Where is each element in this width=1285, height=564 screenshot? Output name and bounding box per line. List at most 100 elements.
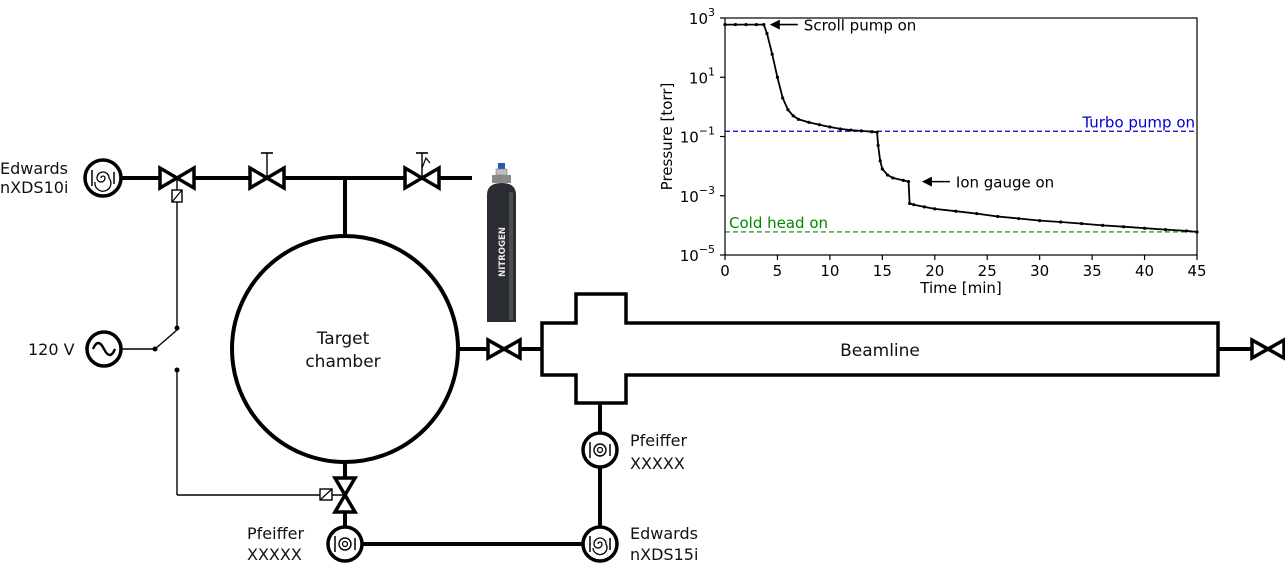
series-point [870, 130, 874, 134]
edwards-top-model-label: nXDS10i [0, 178, 68, 197]
series-point [775, 75, 780, 79]
edwards-nxds15i-pump[interactable] [581, 525, 619, 563]
pfeiffer-turbo-pump-beamline[interactable] [581, 431, 619, 469]
series-point [765, 31, 769, 36]
series-point [885, 173, 890, 177]
y-axis-label: Pressure [torr] [658, 83, 676, 191]
series-point [922, 205, 926, 209]
series-point [1163, 228, 1168, 232]
series-point [1059, 220, 1063, 224]
series-line [725, 23, 1198, 233]
solenoid-valve-bottom[interactable] [319, 476, 359, 514]
series-point [817, 123, 822, 127]
series-point [875, 130, 879, 134]
series-point [733, 22, 738, 27]
end-valve-beamline[interactable] [1250, 337, 1285, 361]
x-tick-label: 45 [1187, 262, 1206, 280]
series-point [876, 143, 880, 148]
series-point [1101, 223, 1105, 227]
series-point [891, 176, 895, 180]
edwards-bottom-model-label: nXDS15i [630, 545, 698, 564]
pressure-chart: Turbo pump on Cold head on 0 5 10 15 20 25 30 35… [658, 6, 1207, 297]
pfeiffer-bottom-model-label: XXXXX [247, 545, 302, 564]
series-point [770, 52, 774, 56]
series-point [744, 22, 748, 27]
y-tick-label: 10−1 [680, 125, 715, 147]
annotation-arrow-head [921, 176, 932, 187]
series-point [1080, 221, 1084, 226]
series-point [996, 214, 1000, 219]
beamline-pipe[interactable] [540, 292, 1220, 405]
series-point [906, 180, 911, 184]
series-point [762, 22, 766, 27]
x-tick-label: 15 [873, 262, 892, 280]
x-tick-label: 25 [978, 262, 997, 280]
switch-lever [154, 329, 178, 350]
scroll-pump-icon [83, 158, 123, 198]
series-point [880, 167, 884, 171]
x-tick-label: 30 [1030, 262, 1049, 280]
edwards-nxds10i-pump[interactable] [83, 158, 123, 198]
scroll-pump-icon [581, 525, 619, 563]
annotation-arrow-head [769, 19, 780, 30]
chart-reference-lines: Turbo pump on Cold head on [725, 113, 1197, 233]
turbo-pump-icon [326, 525, 364, 563]
series-point [754, 22, 759, 27]
series-points [723, 22, 1199, 234]
x-tick-label: 5 [773, 262, 783, 280]
series-point [781, 96, 785, 100]
x-tick-label: 35 [1083, 262, 1102, 280]
gate-valve-beamline[interactable] [486, 337, 522, 361]
y-axis-ticks: 103 101 10−1 10−3 10−5 [680, 6, 725, 265]
reference-line-label: Turbo pump on [1081, 113, 1195, 131]
series-point [908, 201, 912, 206]
edwards-bottom-name-label: Edwards [630, 524, 698, 543]
series-point [859, 129, 863, 133]
nitrogen-cylinder[interactable]: NITROGEN [487, 163, 516, 322]
y-tick-label: 10−5 [680, 243, 715, 265]
manual-valve-middle[interactable] [248, 152, 286, 192]
control-wiring [122, 202, 320, 496]
turbo-pump-icon [581, 431, 619, 469]
pfeiffer-mid-model-label: XXXXX [630, 454, 685, 473]
switch-contact-top [174, 325, 180, 331]
solenoid-valve-top[interactable] [158, 164, 196, 203]
chart-annotations: Scroll pump on Ion gauge on [769, 17, 1054, 192]
x-tick-label: 10 [820, 262, 839, 280]
beamline-label: Beamline [840, 341, 920, 361]
y-tick-label: 103 [689, 6, 715, 28]
switch-pivot [152, 346, 158, 352]
target-chamber[interactable] [230, 234, 460, 464]
pfeiffer-bottom-name-label: Pfeiffer [247, 524, 304, 543]
y-tick-label: 101 [689, 65, 715, 87]
series-point [849, 128, 853, 132]
x-tick-label: 0 [720, 262, 730, 280]
ac-power-supply[interactable] [85, 330, 123, 368]
series-point [807, 120, 811, 124]
series-point [838, 127, 842, 131]
ac-wave-icon [91, 341, 117, 357]
series-point [975, 211, 979, 216]
target-chamber-label-line1: Target [316, 329, 370, 349]
x-axis-ticks: 0 5 10 15 20 25 30 35 40 45 [720, 255, 1207, 280]
series-point [878, 159, 882, 163]
edwards-top-name-label: Edwards [0, 159, 68, 178]
series-point [791, 114, 795, 118]
series-point [1017, 216, 1021, 221]
pfeiffer-turbo-pump-chamber[interactable] [326, 525, 364, 563]
y-tick-label: 10−3 [680, 184, 715, 206]
series-point [1038, 218, 1042, 223]
reference-line-label: Cold head on [729, 214, 828, 232]
x-tick-label: 20 [925, 262, 944, 280]
series-point [954, 209, 958, 213]
series-point [1121, 225, 1126, 229]
annotation-label: Ion gauge on [956, 174, 1054, 192]
x-axis-label: Time [min] [919, 279, 1001, 297]
pfeiffer-mid-name-label: Pfeiffer [630, 431, 687, 450]
series-point [1184, 229, 1189, 233]
regulator-valve-nitrogen[interactable] [403, 152, 441, 192]
x-tick-label: 40 [1135, 262, 1154, 280]
nitrogen-label: NITROGEN [498, 227, 508, 277]
